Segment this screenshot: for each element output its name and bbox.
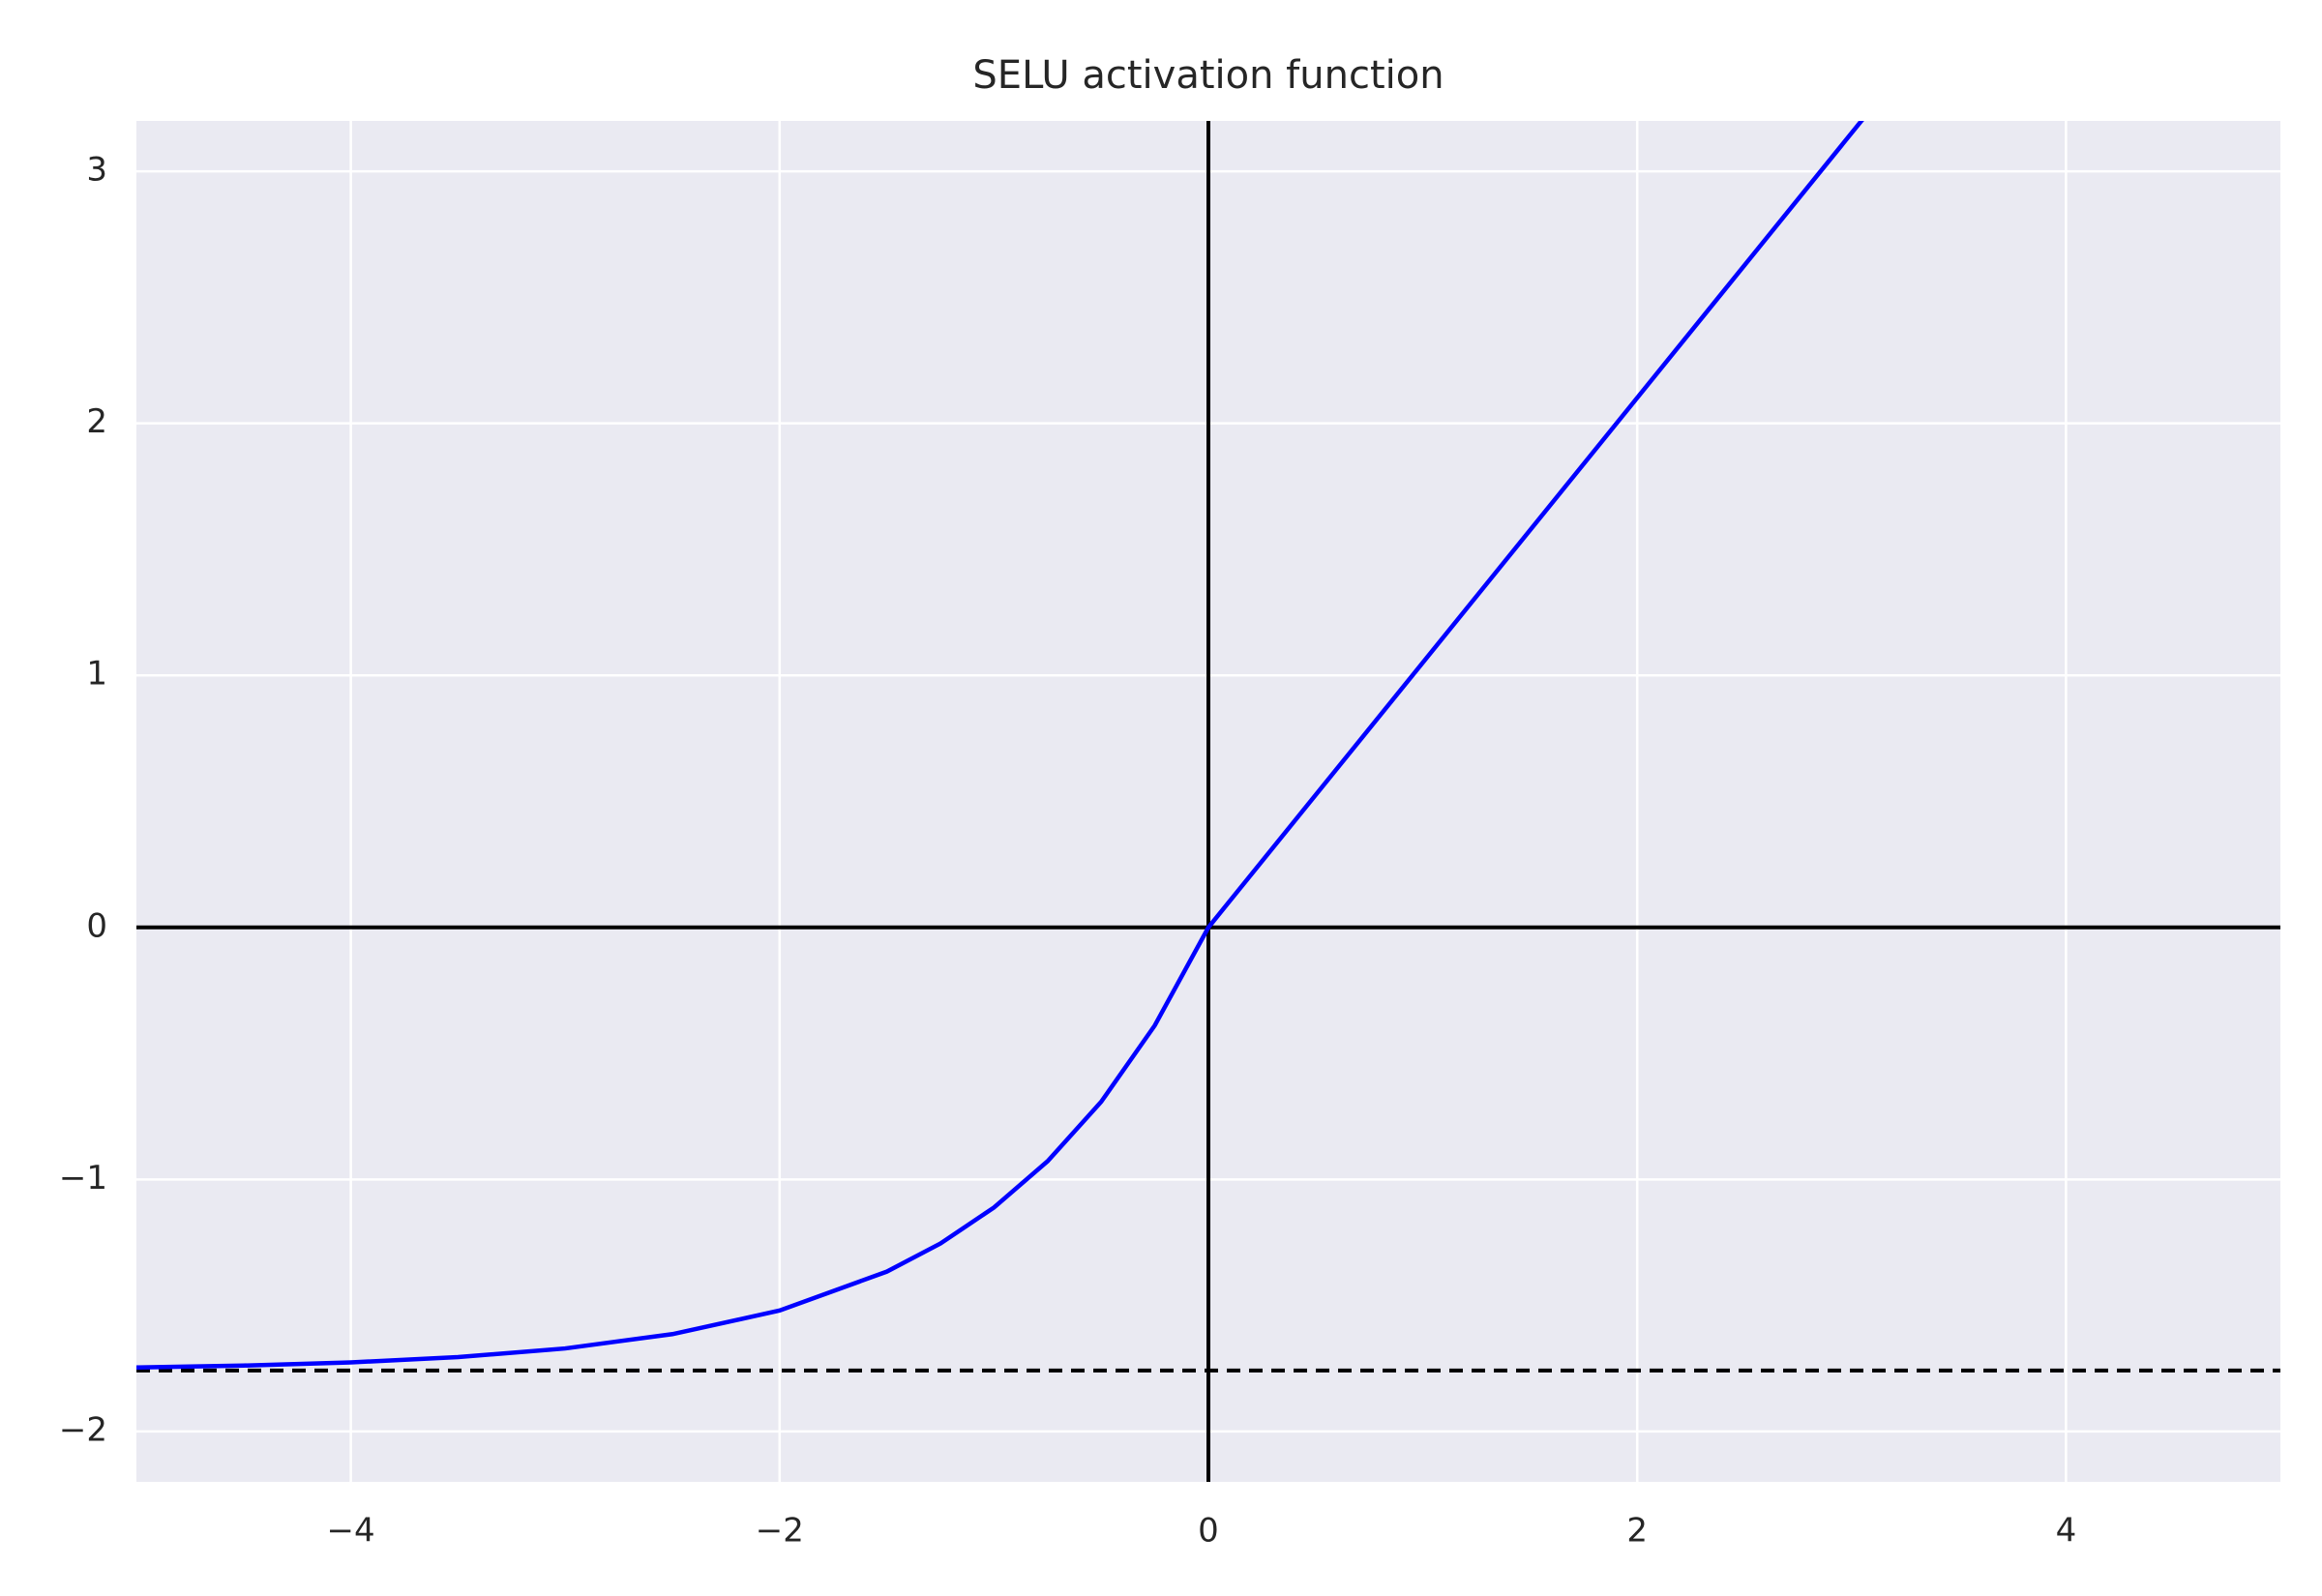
chart-title: SELU activation function [972, 53, 1444, 98]
x-tick-label: 4 [2056, 1512, 2077, 1551]
y-tick-label: 0 [86, 906, 107, 945]
x-tick-label: 0 [1198, 1512, 1219, 1551]
x-tick-label: −4 [327, 1512, 375, 1551]
x-tick-label: 2 [1626, 1512, 1648, 1551]
y-tick-label: −1 [59, 1159, 107, 1197]
marks [136, 121, 2280, 1482]
series-line [136, 121, 1864, 1371]
x-tick-label: −2 [756, 1512, 804, 1551]
y-tick-label: 2 [86, 402, 107, 441]
y-tick-label: −2 [59, 1410, 107, 1449]
y-tick-label: 3 [86, 151, 107, 190]
y-tick-label: 1 [86, 655, 107, 694]
